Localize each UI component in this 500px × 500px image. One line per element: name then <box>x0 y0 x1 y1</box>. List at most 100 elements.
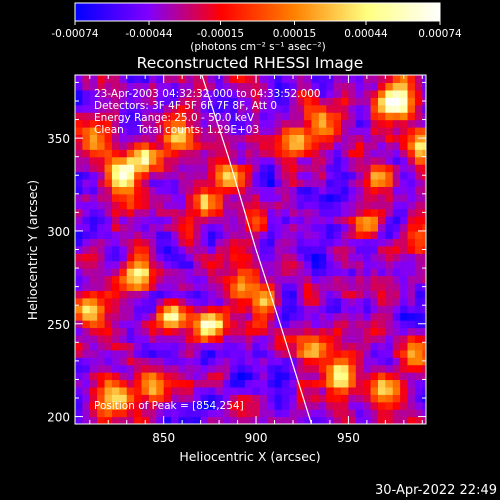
heatmap-cell <box>82 349 91 358</box>
heatmap-cell <box>126 156 135 165</box>
heatmap-cell <box>75 401 83 410</box>
heatmap-cell <box>82 82 91 91</box>
heatmap-cell <box>215 134 224 143</box>
heatmap-cell <box>163 75 172 84</box>
heatmap-cell <box>208 186 216 195</box>
heatmap-cell <box>326 112 335 121</box>
heatmap-cell <box>185 89 194 98</box>
heatmap-cell <box>104 334 113 343</box>
heatmap-cell <box>134 386 143 395</box>
heatmap-cell <box>156 223 165 232</box>
heatmap-cell <box>296 416 305 424</box>
heatmap-cell <box>259 327 268 336</box>
heatmap-cell <box>163 149 172 158</box>
heatmap-cell <box>126 386 135 395</box>
heatmap-cell <box>252 320 261 329</box>
heatmap-cell <box>363 223 372 232</box>
heatmap-cell <box>185 401 194 410</box>
heatmap-cell <box>82 379 91 388</box>
heatmap-cell <box>104 112 113 121</box>
heatmap-cell <box>363 334 372 343</box>
heatmap-cell <box>385 379 394 388</box>
heatmap-cell <box>148 379 157 388</box>
heatmap-cell <box>296 97 305 106</box>
heatmap-cell <box>355 164 364 173</box>
heatmap-cell <box>244 216 253 225</box>
heatmap-cell <box>208 141 216 150</box>
heatmap-cell <box>414 364 423 373</box>
heatmap-cell <box>333 416 342 424</box>
heatmap-cell <box>104 178 113 187</box>
heatmap-cell <box>134 97 143 106</box>
heatmap-cell <box>208 260 216 269</box>
heatmap-cell <box>252 134 261 143</box>
heatmap-cell <box>274 82 283 91</box>
heatmap-cell <box>178 401 187 410</box>
heatmap-cell <box>377 334 386 343</box>
heatmap-cell <box>171 327 180 336</box>
heatmap-cell <box>126 164 135 173</box>
heatmap-cell <box>222 401 231 410</box>
heatmap-cell <box>193 230 202 239</box>
heatmap-cell <box>414 89 423 98</box>
heatmap-cell <box>104 364 113 373</box>
heatmap-cell <box>385 275 394 284</box>
heatmap-cell <box>237 75 246 84</box>
heatmap-cell <box>281 401 290 410</box>
heatmap-cell <box>400 349 409 358</box>
heatmap-cell <box>178 372 187 381</box>
heatmap-cell <box>355 134 364 143</box>
heatmap-cell <box>296 327 305 336</box>
heatmap-cell <box>326 104 335 113</box>
heatmap-cell <box>134 312 143 321</box>
heatmap-cell <box>104 342 113 351</box>
heatmap-cell <box>148 141 157 150</box>
heatmap-cell <box>341 253 350 262</box>
heatmap-cell <box>311 364 320 373</box>
heatmap-cell <box>341 305 350 314</box>
heatmap-cell <box>304 342 313 351</box>
heatmap-cell <box>156 327 165 336</box>
heatmap-cell <box>414 260 423 269</box>
heatmap-cell <box>185 320 194 329</box>
heatmap-cell <box>208 156 216 165</box>
heatmap-cell <box>414 82 423 91</box>
heatmap-cell <box>178 126 187 136</box>
heatmap-cell <box>244 275 253 284</box>
heatmap-cell <box>259 112 268 121</box>
heatmap-cell <box>341 282 350 291</box>
heatmap-cell <box>296 305 305 314</box>
heatmap-cell <box>311 230 320 239</box>
heatmap-cell <box>89 97 98 106</box>
heatmap-cell <box>407 149 416 158</box>
heatmap-cell <box>333 305 342 314</box>
heatmap-cell <box>363 282 372 291</box>
heatmap-cell <box>252 149 261 158</box>
heatmap-cell <box>289 112 298 121</box>
heatmap-cell <box>163 312 172 321</box>
heatmap-cell <box>178 223 187 232</box>
heatmap-cell <box>363 112 372 121</box>
heatmap-cell <box>355 97 364 106</box>
heatmap-cell <box>385 104 394 113</box>
heatmap-cell <box>414 327 423 336</box>
timestamp: 30-Apr-2022 22:49 <box>375 483 497 498</box>
heatmap-cell <box>156 201 165 210</box>
heatmap-cell <box>97 156 106 165</box>
heatmap-cell <box>222 372 231 381</box>
heatmap-cell <box>141 186 150 195</box>
heatmap-cell <box>97 275 106 284</box>
heatmap-cell <box>185 275 194 284</box>
heatmap-cell <box>385 290 394 299</box>
heatmap-cell <box>377 112 386 121</box>
heatmap-cell <box>134 409 143 418</box>
heatmap-cell <box>244 290 253 299</box>
heatmap-cell <box>363 253 372 262</box>
heatmap-cell <box>289 409 298 418</box>
heatmap-cell <box>171 141 180 150</box>
heatmap-cell <box>97 216 106 225</box>
heatmap-cell <box>193 357 202 366</box>
heatmap-cell <box>126 141 135 150</box>
heatmap-cell <box>341 156 350 165</box>
heatmap-cell <box>296 260 305 269</box>
